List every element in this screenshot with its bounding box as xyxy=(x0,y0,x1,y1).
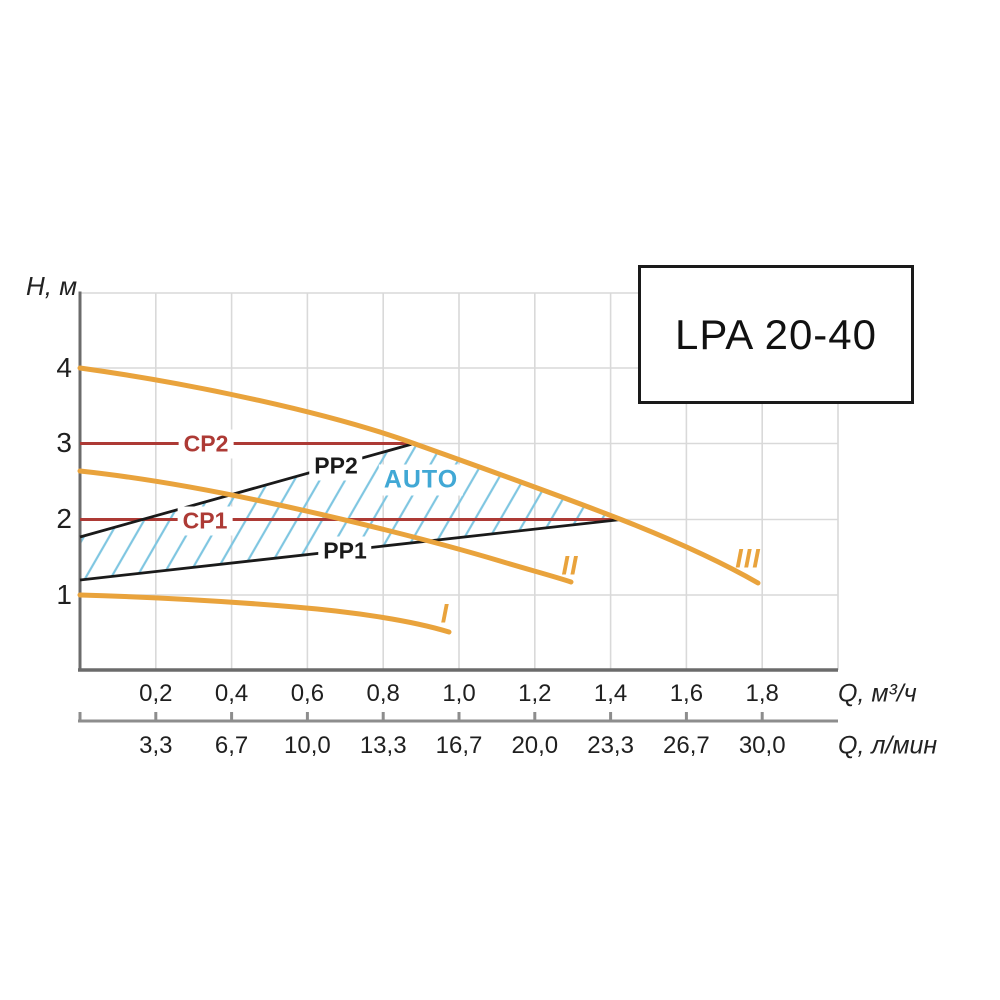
x2-tick-3-3: 3,3 xyxy=(139,732,173,759)
auto-label: AUTO xyxy=(378,464,464,496)
cp2-label: CP2 xyxy=(178,429,234,458)
model-title-box: LPA 20-40 xyxy=(638,265,914,404)
x-axis-primary-label: Q, м³/ч xyxy=(838,679,917,708)
x-tick-1-6: 1,6 xyxy=(669,680,704,707)
x-tick-1-8: 1,8 xyxy=(745,680,779,707)
x-tick-0-2: 0,2 xyxy=(139,680,173,707)
x-tick-0-8: 0,8 xyxy=(366,680,400,707)
axes xyxy=(78,291,838,672)
x2-tick-6-7: 6,7 xyxy=(214,732,249,759)
x2-tick-16-7: 16,7 xyxy=(435,732,483,759)
y-axis-label: H, м xyxy=(26,271,78,301)
x-tick-1-0: 1,0 xyxy=(442,680,476,707)
x-tick-0-4: 0,4 xyxy=(214,680,249,707)
pp2-label: PP2 xyxy=(309,451,363,481)
x2-tick-26-7: 26,7 xyxy=(663,732,710,759)
x2-tick-23-3: 23,3 xyxy=(587,732,634,759)
x-tick-0-6: 0,6 xyxy=(290,680,325,707)
speed-3-label: III xyxy=(735,543,761,574)
auto-region-hatch xyxy=(80,443,621,580)
x2-tick-13-3: 13,3 xyxy=(359,732,407,759)
x-axis-secondary-label: Q, л/мин xyxy=(838,731,938,760)
x-tick-1-2: 1,2 xyxy=(518,680,552,707)
cp1-label: CP1 xyxy=(177,506,233,536)
curve-speed-1 xyxy=(77,592,452,635)
speed-2-label: II xyxy=(561,550,579,581)
x2-tick-20-0: 20,0 xyxy=(511,732,559,759)
curve-speed-2 xyxy=(77,468,574,585)
y-tick-4: 4 xyxy=(56,352,72,383)
x2-tick-30-0: 30,0 xyxy=(738,732,786,759)
x2-tick-10-0: 10,0 xyxy=(284,732,331,759)
secondary-axis xyxy=(78,712,838,723)
model-title: LPA 20-40 xyxy=(674,310,878,358)
curve-speed-3 xyxy=(77,365,761,586)
y-tick-3: 3 xyxy=(56,427,72,458)
y-tick-1: 1 xyxy=(56,579,72,610)
y-tick-2: 2 xyxy=(56,503,72,534)
speed-1-label: I xyxy=(440,598,450,629)
pump-speed-curves xyxy=(77,365,761,635)
pp1-label: PP1 xyxy=(318,536,372,566)
x-tick-1-4: 1,4 xyxy=(593,680,628,707)
